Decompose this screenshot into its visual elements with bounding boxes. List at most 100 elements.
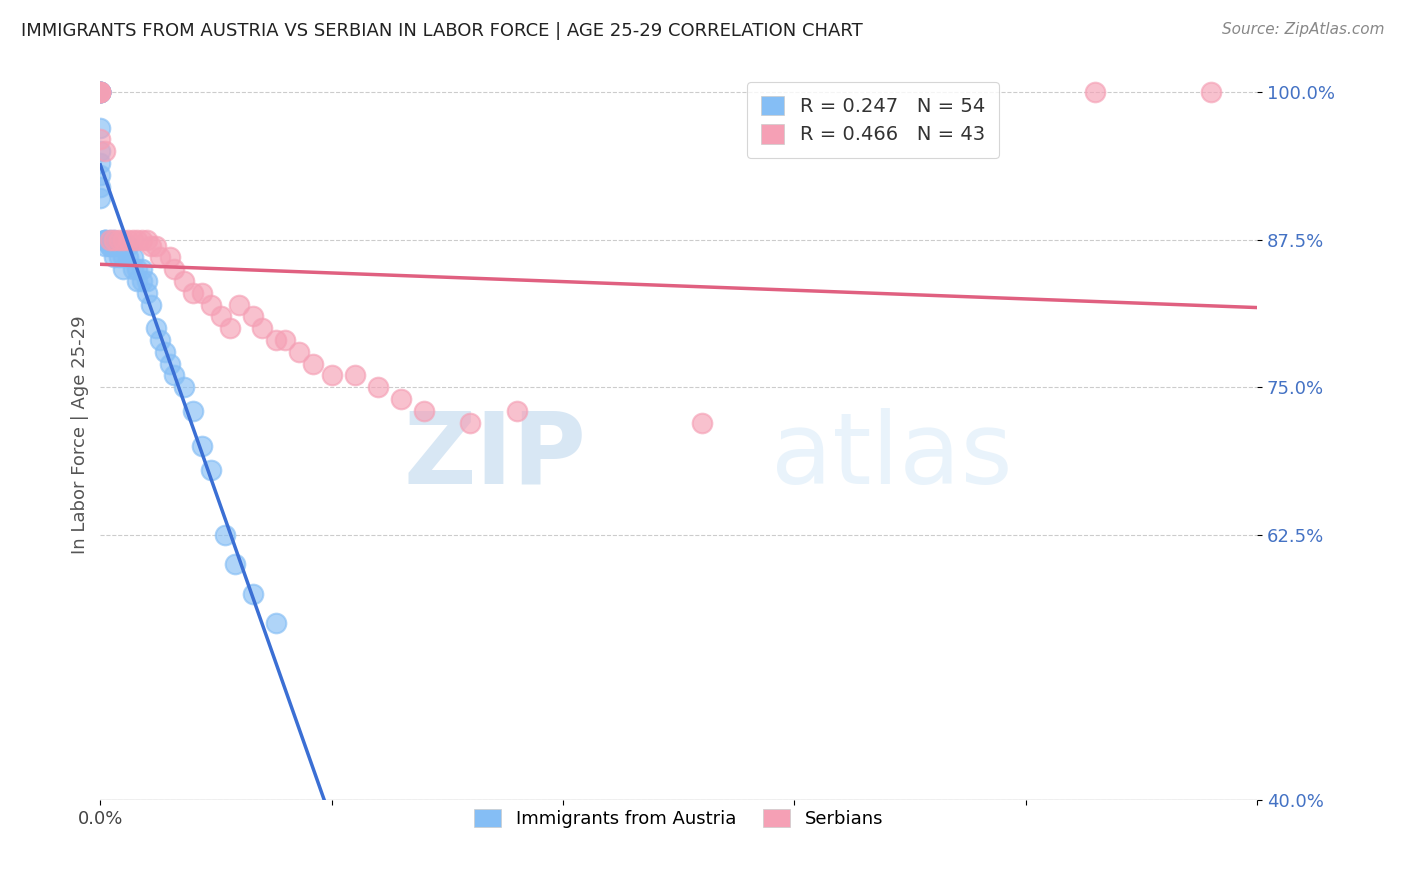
Point — [214, 527, 236, 541]
Text: IMMIGRANTS FROM AUSTRIA VS SERBIAN IN LABOR FORCE | AGE 25-29 CORRELATION CHART: IMMIGRANTS FROM AUSTRIA VS SERBIAN IN LA… — [21, 22, 863, 40]
Point — [131, 262, 153, 277]
Point — [121, 262, 143, 277]
Point — [89, 168, 111, 182]
Point — [159, 357, 181, 371]
Point — [163, 368, 186, 383]
Point — [89, 85, 111, 99]
Legend: Immigrants from Austria, Serbians: Immigrants from Austria, Serbians — [467, 801, 890, 835]
Point — [690, 416, 713, 430]
Point — [141, 238, 163, 252]
Point — [209, 310, 232, 324]
Point — [149, 251, 172, 265]
Point — [181, 285, 204, 300]
Point — [112, 251, 135, 265]
Point — [367, 380, 389, 394]
Point — [141, 297, 163, 311]
Point — [127, 274, 149, 288]
Point — [200, 463, 222, 477]
Point — [163, 262, 186, 277]
Point — [89, 85, 111, 99]
Point — [89, 85, 111, 99]
Point — [506, 403, 529, 417]
Point — [108, 251, 131, 265]
Point — [98, 238, 121, 252]
Point — [1199, 85, 1222, 99]
Point — [1084, 85, 1107, 99]
Point — [191, 439, 214, 453]
Point — [89, 179, 111, 194]
Point — [89, 85, 111, 99]
Point — [103, 233, 125, 247]
Point — [131, 233, 153, 247]
Point — [89, 85, 111, 99]
Point — [89, 85, 111, 99]
Point — [228, 297, 250, 311]
Point — [135, 274, 157, 288]
Point — [153, 344, 176, 359]
Point — [117, 251, 139, 265]
Point — [264, 616, 287, 631]
Point — [94, 238, 117, 252]
Point — [108, 233, 131, 247]
Point — [389, 392, 412, 406]
Point — [112, 262, 135, 277]
Text: ZIP: ZIP — [404, 408, 586, 505]
Point — [89, 120, 111, 135]
Point — [264, 333, 287, 347]
Text: Source: ZipAtlas.com: Source: ZipAtlas.com — [1222, 22, 1385, 37]
Point — [117, 238, 139, 252]
Point — [460, 416, 482, 430]
Point — [413, 403, 436, 417]
Point — [89, 191, 111, 205]
Point — [89, 156, 111, 170]
Point — [302, 357, 325, 371]
Y-axis label: In Labor Force | Age 25-29: In Labor Force | Age 25-29 — [72, 315, 89, 554]
Point — [343, 368, 366, 383]
Point — [89, 85, 111, 99]
Point — [94, 233, 117, 247]
Point — [121, 233, 143, 247]
Point — [98, 238, 121, 252]
Point — [112, 238, 135, 252]
Point — [108, 238, 131, 252]
Point — [159, 251, 181, 265]
Point — [181, 403, 204, 417]
Point — [242, 587, 264, 601]
Point — [149, 333, 172, 347]
Point — [98, 233, 121, 247]
Point — [135, 233, 157, 247]
Point — [89, 144, 111, 158]
Point — [112, 233, 135, 247]
Point — [94, 233, 117, 247]
Point — [321, 368, 343, 383]
Point — [121, 251, 143, 265]
Point — [200, 297, 222, 311]
Point — [252, 321, 274, 335]
Point — [224, 557, 246, 571]
Point — [117, 233, 139, 247]
Point — [89, 85, 111, 99]
Point — [145, 321, 167, 335]
Point — [89, 85, 111, 99]
Point — [145, 238, 167, 252]
Point — [89, 132, 111, 146]
Point — [288, 344, 311, 359]
Point — [94, 233, 117, 247]
Point — [94, 144, 117, 158]
Point — [127, 233, 149, 247]
Point — [89, 85, 111, 99]
Text: atlas: atlas — [772, 408, 1012, 505]
Point — [89, 85, 111, 99]
Point — [219, 321, 242, 335]
Point — [103, 233, 125, 247]
Point — [131, 274, 153, 288]
Point — [89, 85, 111, 99]
Point — [274, 333, 297, 347]
Point — [103, 251, 125, 265]
Point — [135, 285, 157, 300]
Point — [98, 233, 121, 247]
Point — [173, 380, 195, 394]
Point — [127, 262, 149, 277]
Point — [191, 285, 214, 300]
Point — [242, 310, 264, 324]
